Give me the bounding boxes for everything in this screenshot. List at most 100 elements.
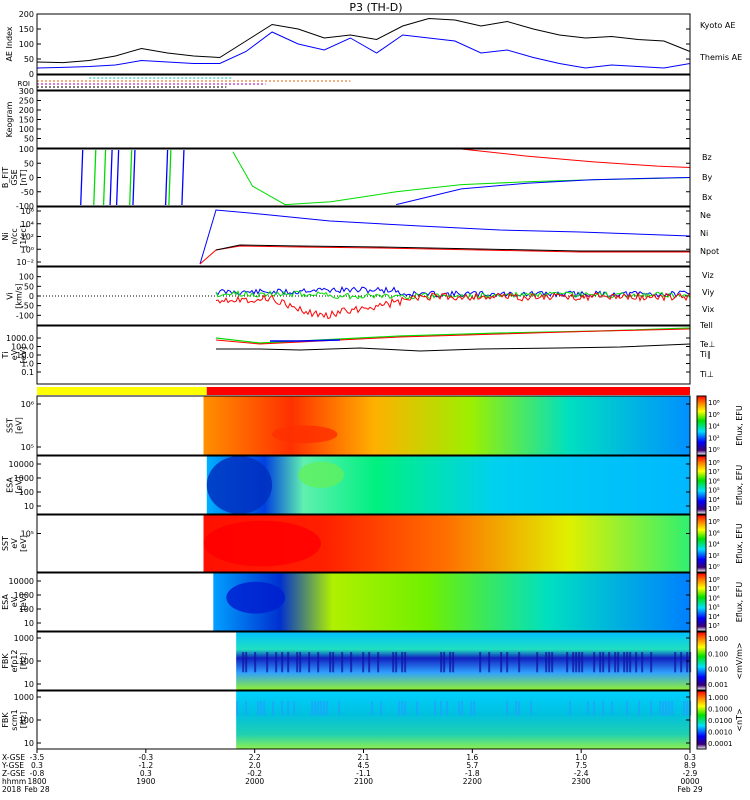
y-axis-label-line: B_FIT [1, 167, 10, 188]
spectrogram-fill [213, 573, 690, 631]
y-tick-label: -50 [21, 302, 34, 311]
colorbar-tick-label: 10⁶ [708, 477, 720, 485]
spectrogram-fill [203, 396, 690, 455]
y-axis-label-line: eV [10, 538, 19, 549]
fbk-stripe [551, 652, 554, 673]
fbk-stripe [440, 652, 443, 673]
legend-ne: Ne [700, 211, 711, 220]
y-axis-label: Keogram [5, 101, 14, 137]
y-axis-label-line: SST [1, 536, 10, 551]
legend-bx: Bx [702, 193, 712, 202]
colorbar-tick-label: 0.0100 [708, 717, 733, 725]
mode-strip-fast [206, 387, 690, 395]
figure-title: P3 (TH-D) [349, 1, 402, 14]
fbk-stripe [518, 652, 521, 673]
y-tick-label: 50 [24, 55, 34, 64]
fbk-stripe [362, 652, 365, 673]
y-tick-label: 200 [19, 10, 34, 19]
y-tick-label: 100 [19, 488, 34, 497]
fbk-stripe [506, 701, 509, 716]
x-tick-label: 0.3 [140, 769, 152, 778]
b-field-spike [93, 149, 97, 206]
fbk-stripe [569, 701, 572, 716]
y-axis-label-line: [km/s] [15, 283, 24, 309]
x-tick-label: 2300 [572, 777, 591, 786]
y-tick-label: 10⁶ [21, 207, 34, 216]
colorbar-tick-label: 10⁸ [708, 459, 720, 467]
x-axis-labels: X-GSEY-GSEZ-GSEhhmm2018-3.50.3-0.81800Fe… [1, 753, 703, 794]
y-tick-label: 10⁴ [21, 220, 34, 229]
y-tick-label: 10⁶ [21, 400, 34, 409]
fbk-stripe [329, 652, 332, 673]
x-tick-label: -3.5 [30, 753, 45, 762]
x-tick-label: 0000 [680, 777, 699, 786]
legend-t-0: Tell [699, 321, 713, 330]
fbk-stripe [665, 701, 668, 716]
y-axis-label: SST [eV] [6, 417, 24, 434]
fbk-stripe [434, 701, 437, 716]
colorbar-tick-label: 10⁶ [708, 411, 720, 419]
legend-by: By [702, 173, 712, 182]
y-axis-label-line: FBK [1, 712, 10, 728]
colorbar-tick-label: 10⁸ [708, 518, 720, 526]
x-tick-label: -1.8 [465, 769, 480, 778]
fbk-stripe [299, 652, 302, 673]
legend-npot: Npot [700, 247, 719, 256]
colorbar-label-text: Eflux, EFU [735, 582, 744, 623]
fbk-stripe [578, 652, 581, 673]
x-axis-row-label: Y-GSE [1, 761, 24, 770]
legend-ni: Ni [700, 229, 708, 238]
x-axis-row-label: 2018 [2, 785, 21, 794]
colorbar-tick-label: 0.100 [708, 650, 728, 658]
colorbar-tick-label: 0.1000 [708, 706, 733, 714]
fbk-stripe [314, 701, 317, 716]
y-tick-label: 50 [24, 282, 34, 291]
fbk-stripe [536, 652, 539, 673]
fbk-stripe [245, 701, 248, 716]
panel-ni-frame [36, 206, 691, 267]
y-axis-label: ESA [eV] [6, 477, 24, 494]
colorbar-tick-label: 10⁵ [708, 487, 720, 495]
y-tick-label: 0 [29, 70, 34, 79]
legend-bz: Bz [702, 153, 712, 162]
fbk-stripe [317, 701, 320, 716]
x-tick-label: 2200 [463, 777, 482, 786]
fbk-stripe [242, 652, 245, 673]
ae-series-line [36, 31, 691, 69]
y-axis-label: FBK efp12 [Hz] [1, 650, 28, 673]
b-field-line-bz [461, 148, 691, 168]
colorbar [696, 514, 707, 573]
colorbar-tick-label: 10⁶ [708, 594, 720, 602]
fbk-stripe [659, 701, 662, 716]
colorbar [696, 631, 707, 691]
colorbar-label: Eflux, EFU [735, 465, 744, 506]
fbk-stripe [341, 652, 344, 673]
y-tick-label: 10⁵ [21, 443, 34, 452]
y-axis-label-line: AE Index [5, 26, 14, 61]
ni-npot-line [199, 209, 691, 265]
fbk-stripe [281, 701, 284, 716]
y-tick-label: 10 [24, 680, 34, 689]
fbk-stripe [272, 701, 275, 716]
y-tick-label: 250 [19, 97, 34, 106]
y-axis-label-line: [eV] [19, 535, 28, 552]
y-tick-label: 100 [19, 716, 34, 725]
y-axis-label-line: efp12 [10, 650, 19, 673]
y-axis-label-line: [eV] [15, 417, 24, 434]
colorbar-tick-label: 10⁶ [708, 529, 720, 537]
b-field-spike [80, 149, 84, 206]
x-tick-label: -0.2 [247, 769, 262, 778]
x-tick-label: -2.4 [574, 769, 589, 778]
fbk-stripe [587, 701, 590, 716]
fbk-stripe [245, 652, 248, 673]
b-field-spike [109, 149, 113, 206]
colorbar-tick-label: 0.010 [708, 666, 728, 674]
colorbar-tick-label: 0.001 [708, 681, 728, 689]
panel-bfit-frame [36, 148, 691, 207]
panel-bfit: B_FIT GSE [nT] 100 50 0 -50 -100 Bz By Bx [1, 145, 712, 211]
b-field-spike [181, 149, 185, 206]
